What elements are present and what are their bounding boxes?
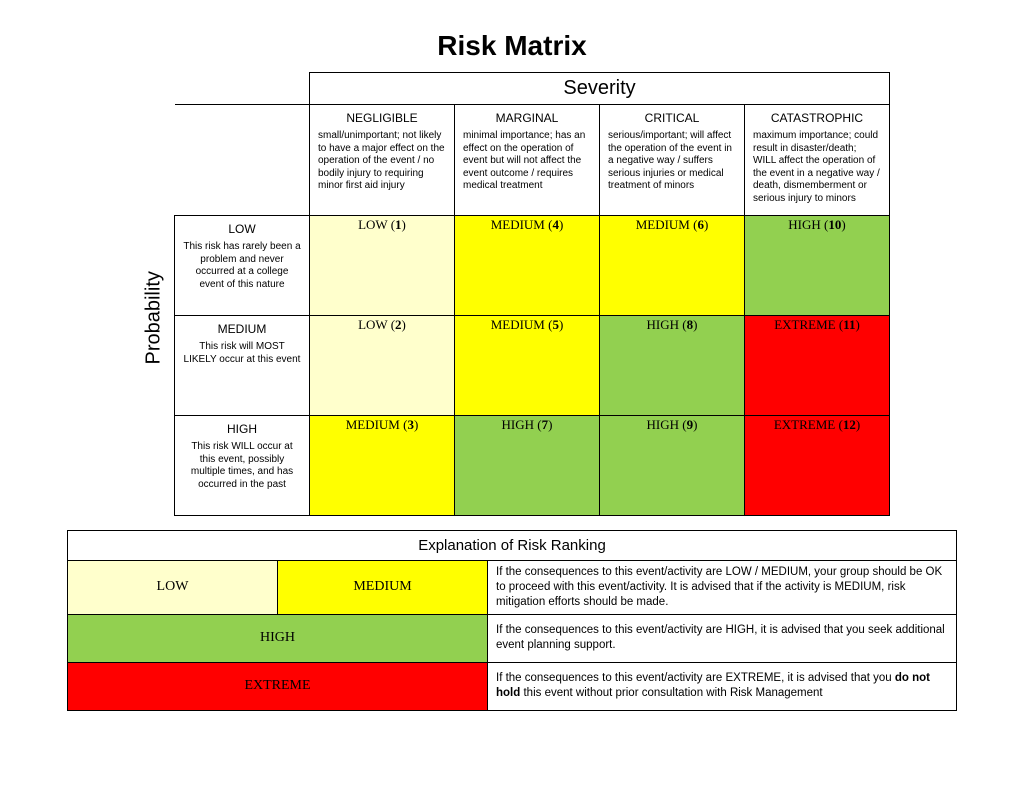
- risk-cell: EXTREME (11): [745, 316, 890, 416]
- risk-cell: LOW (1): [310, 216, 455, 316]
- risk-cell: HIGH (7): [455, 416, 600, 516]
- risk-cell: HIGH (8): [600, 316, 745, 416]
- risk-cell-label: HIGH (: [788, 217, 828, 232]
- severity-desc: maximum importance; could result in disa…: [753, 130, 881, 205]
- risk-matrix-table: Severity NEGLIGIBLE small/unimportant; n…: [174, 72, 890, 516]
- risk-cell: MEDIUM (4): [455, 216, 600, 316]
- risk-cell-label: MEDIUM (: [491, 317, 553, 332]
- probability-axis-container: Probability: [134, 72, 174, 516]
- risk-cell-label: HIGH (: [647, 417, 687, 432]
- matrix-row: LOW This risk has rarely been a problem a…: [175, 216, 890, 316]
- matrix-row: HIGH This risk WILL occur at this event, …: [175, 416, 890, 516]
- probability-title: HIGH: [183, 422, 301, 436]
- risk-cell-label: MEDIUM (: [346, 417, 408, 432]
- risk-cell-label: MEDIUM (: [636, 217, 698, 232]
- risk-cell-label: MEDIUM (: [491, 217, 553, 232]
- severity-header-row: NEGLIGIBLE small/unimportant; not likely…: [175, 105, 890, 216]
- rank-desc-cell: If the consequences to this event/activi…: [488, 614, 957, 662]
- risk-cell: EXTREME (12): [745, 416, 890, 516]
- probability-title: LOW: [183, 222, 301, 236]
- risk-cell-number: 12: [843, 417, 856, 432]
- page-title: Risk Matrix: [40, 30, 984, 62]
- corner-blank-2: [175, 105, 310, 216]
- explanation-header: Explanation of Risk Ranking: [68, 531, 957, 561]
- risk-cell-label: HIGH (: [502, 417, 542, 432]
- probability-desc: This risk will MOST LIKELY occur at this…: [183, 341, 301, 366]
- risk-cell: HIGH (10): [745, 216, 890, 316]
- probability-desc: This risk has rarely been a problem and …: [183, 241, 301, 291]
- risk-cell: HIGH (9): [600, 416, 745, 516]
- severity-title: CATASTROPHIC: [753, 111, 881, 125]
- severity-col-negligible: NEGLIGIBLE small/unimportant; not likely…: [310, 105, 455, 216]
- risk-cell: MEDIUM (6): [600, 216, 745, 316]
- explanation-row: LOWMEDIUM If the consequences to this ev…: [68, 561, 957, 615]
- probability-row-head: HIGH This risk WILL occur at this event, …: [175, 416, 310, 516]
- probability-desc: This risk WILL occur at this event, poss…: [183, 441, 301, 491]
- risk-cell: LOW (2): [310, 316, 455, 416]
- severity-desc: serious/important; will affect the opera…: [608, 130, 736, 193]
- severity-col-catastrophic: CATASTROPHIC maximum importance; could r…: [745, 105, 890, 216]
- severity-title: MARGINAL: [463, 111, 591, 125]
- risk-cell-label: LOW (: [358, 217, 395, 232]
- severity-col-marginal: MARGINAL minimal importance; has an effe…: [455, 105, 600, 216]
- corner-blank: [175, 73, 310, 105]
- risk-cell-label: EXTREME (: [774, 317, 843, 332]
- rank-desc-cell: If the consequences to this event/activi…: [488, 561, 957, 615]
- risk-cell-label: EXTREME (: [774, 417, 843, 432]
- rank-label-cell: MEDIUM: [278, 561, 488, 615]
- risk-cell-label: LOW (: [358, 317, 395, 332]
- probability-row-head: MEDIUM This risk will MOST LIKELY occur a…: [175, 316, 310, 416]
- rank-label-cell: HIGH: [68, 614, 488, 662]
- explanation-table: Explanation of Risk Ranking LOWMEDIUM If…: [67, 530, 957, 711]
- matrix-row: MEDIUM This risk will MOST LIKELY occur a…: [175, 316, 890, 416]
- severity-axis-label: Severity: [310, 73, 890, 105]
- explanation-row: HIGHIf the consequences to this event/ac…: [68, 614, 957, 662]
- explanation-row: EXTREMEIf the consequences to this event…: [68, 662, 957, 710]
- matrix-container: Probability Severity NEGLIGIBLE small/un…: [40, 72, 984, 516]
- severity-title: NEGLIGIBLE: [318, 111, 446, 125]
- risk-cell: MEDIUM (3): [310, 416, 455, 516]
- probability-axis-label: Probability: [143, 325, 166, 365]
- probability-title: MEDIUM: [183, 322, 301, 336]
- risk-cell: MEDIUM (5): [455, 316, 600, 416]
- severity-col-critical: CRITICAL serious/important; will affect …: [600, 105, 745, 216]
- risk-cell-number: 10: [828, 217, 841, 232]
- risk-cell-label: HIGH (: [647, 317, 687, 332]
- probability-row-head: LOW This risk has rarely been a problem a…: [175, 216, 310, 316]
- severity-title: CRITICAL: [608, 111, 736, 125]
- rank-label-cell: LOW: [68, 561, 278, 615]
- severity-desc: minimal importance; has an effect on the…: [463, 130, 591, 193]
- rank-desc-cell: If the consequences to this event/activi…: [488, 662, 957, 710]
- severity-desc: small/unimportant; not likely to have a …: [318, 130, 446, 193]
- rank-label-cell: EXTREME: [68, 662, 488, 710]
- risk-cell-number: 11: [843, 317, 855, 332]
